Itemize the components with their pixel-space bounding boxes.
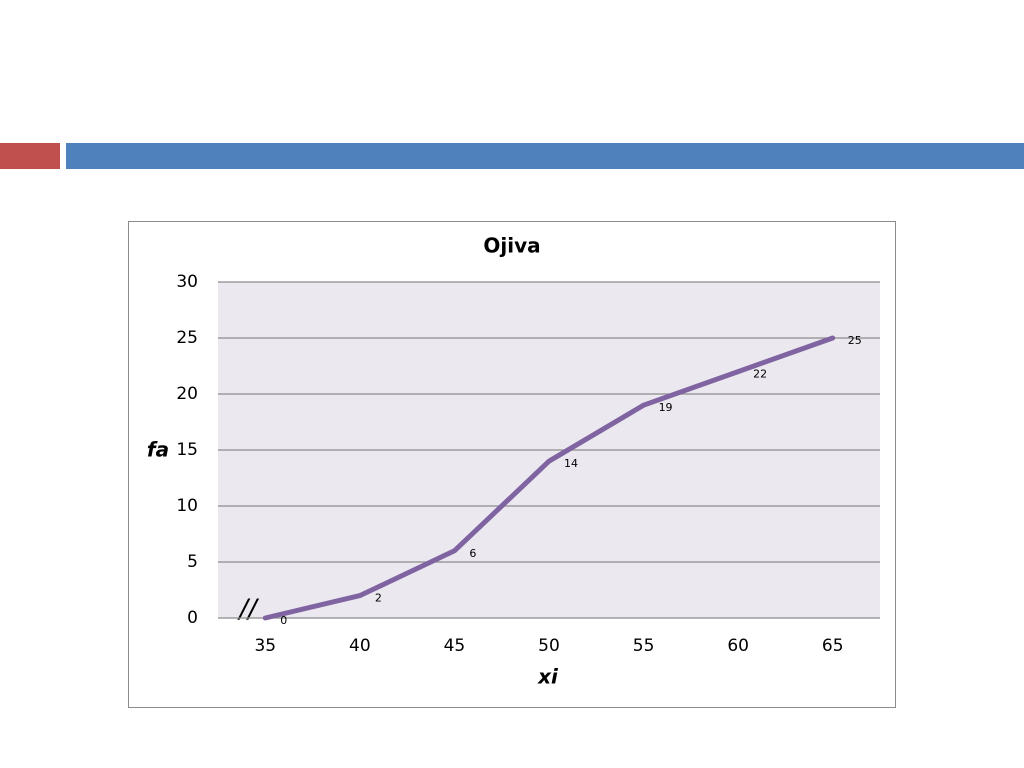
data-label: 2 [375,592,382,605]
x-tick-label: 45 [444,636,466,656]
header-accent [0,143,60,169]
x-tick-label: 60 [727,636,749,656]
y-tick-label: 30 [176,272,198,292]
x-tick-label: 65 [822,636,844,656]
y-tick-label: 5 [187,552,198,572]
data-label: 22 [753,368,767,381]
header-bar [66,143,1024,169]
data-label: 14 [564,457,578,470]
x-tick-label: 50 [538,636,560,656]
y-tick-label: 15 [176,440,198,460]
data-label: 0 [280,614,287,627]
chart-title: Ojiva [483,234,540,258]
x-tick-label: 35 [254,636,276,656]
data-label: 19 [659,401,673,414]
data-line [262,335,836,621]
x-axis-label: xi [537,665,559,689]
y-axis-label: fa [147,438,169,462]
y-tick-label: 10 [176,496,198,516]
y-tick-label: 0 [187,608,198,628]
data-label: 25 [848,334,862,347]
y-tick-label: 25 [176,328,198,348]
data-label: 6 [469,547,476,560]
y-tick-label: 20 [176,384,198,404]
axis-break: // [237,595,260,625]
x-tick-label: 55 [633,636,655,656]
x-tick-label: 40 [349,636,371,656]
